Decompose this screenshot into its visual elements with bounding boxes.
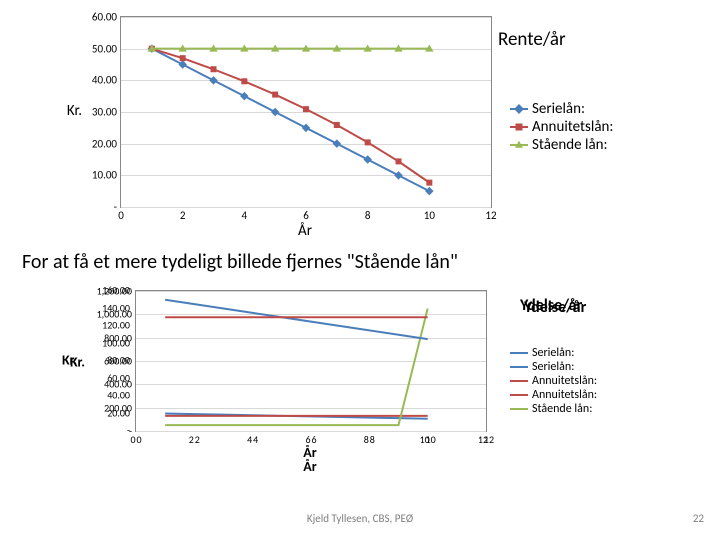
chart2-ytick-b: 60.00 (107, 371, 134, 384)
chart2-title-b: Ydelse/år (524, 298, 586, 317)
chart2-xtick-b: 12 (484, 431, 494, 446)
chart2-legend-label: Stående lån: (532, 402, 592, 416)
chart1-ylabel: Kr. (67, 102, 82, 120)
chart2-xtick-a: 4 (247, 431, 252, 446)
chart2-ytick-b: 20.00 (107, 406, 134, 419)
chart2-xtick-b: 0 (136, 431, 141, 446)
chart2-legend-item: Serielån: (510, 346, 597, 360)
chart2-xtick-b: 4 (253, 431, 258, 446)
chart2-xtick-b: 10 (426, 431, 436, 446)
chart2-ytick-b: 80.00 (107, 354, 134, 367)
chart1-xtick: 2 (180, 207, 186, 222)
chart2-xtick-b: 8 (370, 431, 375, 446)
chart1-xlabel: År (298, 222, 312, 240)
chart2-ytick-b: 120.00 (102, 319, 134, 332)
chart1-xtick: 10 (424, 207, 435, 222)
chart1-ytick: 40.00 (92, 74, 121, 87)
chart2-ytick-b: 140.00 (102, 301, 134, 314)
chart1-xtick: 4 (242, 207, 248, 222)
chart2-xtick-a: 8 (364, 431, 369, 446)
footer-pagenum: 22 (693, 512, 704, 525)
chart1-ytick: 30.00 (92, 106, 121, 119)
chart1-legend-item: Annuitetslån: (510, 118, 613, 136)
chart2-legend-item: Annuitetslån: (510, 388, 597, 402)
chart1-xtick: 12 (485, 207, 496, 222)
chart1-legend-label: Annuitetslån: (532, 118, 613, 136)
chart2-ytick-b: 40.00 (107, 389, 134, 402)
chart1-legend-label: Serielån: (532, 100, 585, 118)
footer-author: Kjeld Tyllesen, CBS, PEØ (307, 512, 413, 525)
chart1-legend-item: Stående lån: (510, 136, 613, 154)
chart2-legend-item: Stående lån: (510, 402, 597, 416)
chart1-xtick: 6 (303, 207, 309, 222)
chart1-plot: -10.0020.0030.0040.0050.0060.00024681012 (120, 16, 492, 208)
chart2-ytick-b: 160.00 (102, 284, 134, 297)
chart2-ytick-b: 100.00 (102, 336, 134, 349)
chart2-legend-label: Serielån: (532, 360, 574, 374)
chart1-xtick: 0 (118, 207, 124, 222)
chart2-legend-label: Annuitetslån: (532, 374, 597, 388)
chart2-legend: Serielån:Serielån:Annuitetslån:Annuitets… (510, 346, 597, 416)
chart2-ylabel-b: Kr. (70, 354, 85, 371)
chart1-xtick: 8 (365, 207, 371, 222)
chart2-legend-item: Serielån: (510, 360, 597, 374)
chart1-legend: Serielån:Annuitetslån:Stående lån: (510, 100, 613, 154)
chart1-title: Rente/år (498, 28, 566, 51)
chart1-ytick: 20.00 (92, 137, 121, 150)
chart1-ytick: 10.00 (92, 169, 121, 182)
chart1-ytick: 60.00 (92, 11, 121, 24)
chart2-xlabel-b: År (303, 458, 316, 475)
chart2-xtick-a: 0 (130, 431, 135, 446)
chart2-legend-item: Annuitetslån: (510, 374, 597, 388)
chart2-plot: -200.00400.00600.00800.001,000.001,200.0… (135, 290, 487, 432)
chart2-xtick-a: 2 (189, 431, 194, 446)
chart2-xtick-b: 2 (195, 431, 200, 446)
caption-text: For at få et mere tydeligt billede fjern… (22, 250, 458, 274)
chart1-legend-label: Stående lån: (532, 136, 608, 154)
chart2-legend-label: Annuitetslån: (532, 388, 597, 402)
chart1-ytick: 50.00 (92, 42, 121, 55)
chart2-legend-label: Serielån: (532, 346, 574, 360)
chart1-legend-item: Serielån: (510, 100, 613, 118)
